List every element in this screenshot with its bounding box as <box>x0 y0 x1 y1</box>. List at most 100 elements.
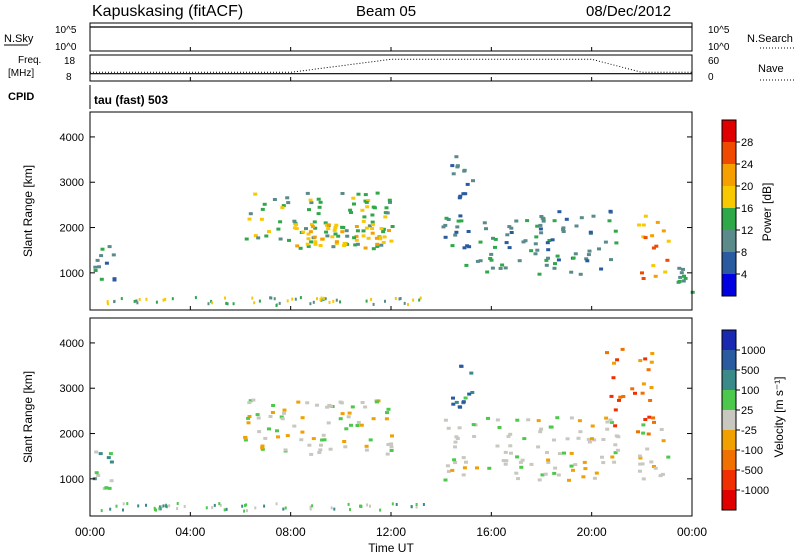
heatmap-cell <box>330 506 333 510</box>
colorbar-segment <box>722 120 736 143</box>
heatmap-cell <box>312 220 317 224</box>
heatmap-cell <box>608 418 613 422</box>
heatmap-cell <box>603 240 608 244</box>
heatmap-cell <box>467 245 472 249</box>
heatmap-cell <box>245 503 248 507</box>
heatmap-cell <box>385 411 389 415</box>
heatmap-cell <box>109 507 112 511</box>
heatmap-cell <box>587 249 592 253</box>
heatmap-cell <box>360 401 365 404</box>
heatmap-cell <box>377 236 382 240</box>
heatmap-cell <box>364 444 369 448</box>
heatmap-cell <box>334 241 339 245</box>
heatmap-cell <box>260 447 265 451</box>
heatmap-cell <box>162 504 165 508</box>
heatmap-cell <box>387 229 391 232</box>
heatmap-cell <box>518 460 523 464</box>
heatmap-cell <box>280 206 285 210</box>
colorbar-segment <box>722 370 736 391</box>
heatmap-cell <box>389 449 394 452</box>
heatmap-cell <box>463 396 468 400</box>
velocity-heatmap <box>92 347 671 513</box>
heatmap-cell <box>546 256 550 260</box>
heatmap-cell <box>647 415 652 419</box>
heatmap-cell <box>344 427 349 431</box>
heatmap-cell <box>478 240 483 244</box>
heatmap-cell <box>318 200 323 204</box>
heatmap-cell <box>615 358 620 362</box>
heatmap-cell <box>678 275 683 279</box>
heatmap-cell <box>365 205 370 209</box>
heatmap-cell <box>613 451 618 455</box>
heatmap-cell <box>247 401 252 405</box>
heatmap-cell <box>544 258 549 262</box>
heatmap-cell <box>328 300 331 304</box>
heatmap-cell <box>679 271 684 275</box>
heatmap-cell <box>268 415 273 418</box>
heatmap-cell <box>246 509 248 513</box>
heatmap-cell <box>278 220 283 224</box>
heatmap-cell <box>574 224 579 228</box>
heatmap-cell <box>581 475 586 479</box>
heatmap-cell <box>164 297 167 301</box>
heatmap-cell <box>601 438 606 441</box>
heatmap-cell <box>650 352 655 355</box>
heatmap-cell <box>651 264 656 268</box>
heatmap-cell <box>374 236 379 240</box>
heatmap-cell <box>455 225 460 229</box>
heatmap-cell <box>355 229 360 233</box>
heatmap-cell <box>450 244 455 248</box>
heatmap-cell <box>107 245 112 249</box>
heatmap-cell <box>640 391 645 395</box>
heatmap-cell <box>332 228 337 232</box>
heatmap-cell <box>579 216 584 220</box>
heatmap-cell <box>294 297 297 301</box>
heatmap-cell <box>309 452 314 456</box>
heatmap-cell <box>584 257 589 261</box>
heatmap-cell <box>650 234 655 238</box>
colorbar-segment <box>722 430 736 451</box>
heatmap-cell <box>223 508 226 512</box>
heatmap-cell <box>272 198 277 201</box>
heatmap-cell <box>345 234 350 238</box>
heatmap-cell <box>316 197 321 201</box>
heatmap-cell <box>451 402 456 406</box>
heatmap-cell <box>493 237 498 241</box>
heatmap-cell <box>94 450 99 454</box>
heatmap-cell <box>529 462 534 466</box>
heatmap-cell <box>348 208 353 212</box>
heatmap-cell <box>333 507 336 511</box>
heatmap-cell <box>614 241 619 245</box>
heatmap-cell <box>540 473 545 477</box>
heatmap-cell <box>384 206 389 210</box>
heatmap-cell <box>472 435 477 438</box>
heatmap-cell <box>316 212 321 216</box>
heatmap-cell <box>161 505 163 509</box>
heatmap-cell <box>548 425 553 429</box>
heatmap-cell <box>354 225 359 228</box>
heatmap-cell <box>219 503 222 507</box>
heatmap-cell <box>311 504 314 508</box>
heatmap-cell <box>374 400 379 404</box>
heatmap-cell <box>509 231 514 234</box>
colorbar-segment <box>722 350 736 371</box>
freq-unit: [MHz] <box>8 68 34 79</box>
heatmap-cell <box>176 507 179 510</box>
heatmap-cell <box>97 265 101 269</box>
heatmap-cell <box>312 235 317 239</box>
heatmap-cell <box>349 211 353 214</box>
heatmap-cell <box>443 418 448 422</box>
heatmap-cell <box>244 237 249 241</box>
heatmap-cell <box>286 201 291 205</box>
heatmap-cell <box>517 259 522 263</box>
heatmap-cell <box>552 471 557 475</box>
heatmap-cell <box>597 247 601 251</box>
heatmap-cell <box>338 417 343 421</box>
heatmap-cell <box>526 418 531 422</box>
heatmap-cell <box>649 460 654 464</box>
station-title: Kapuskasing (fitACF) <box>92 3 243 20</box>
heatmap-cell <box>370 220 375 224</box>
heatmap-cell <box>355 424 360 427</box>
heatmap-cell <box>612 460 617 464</box>
